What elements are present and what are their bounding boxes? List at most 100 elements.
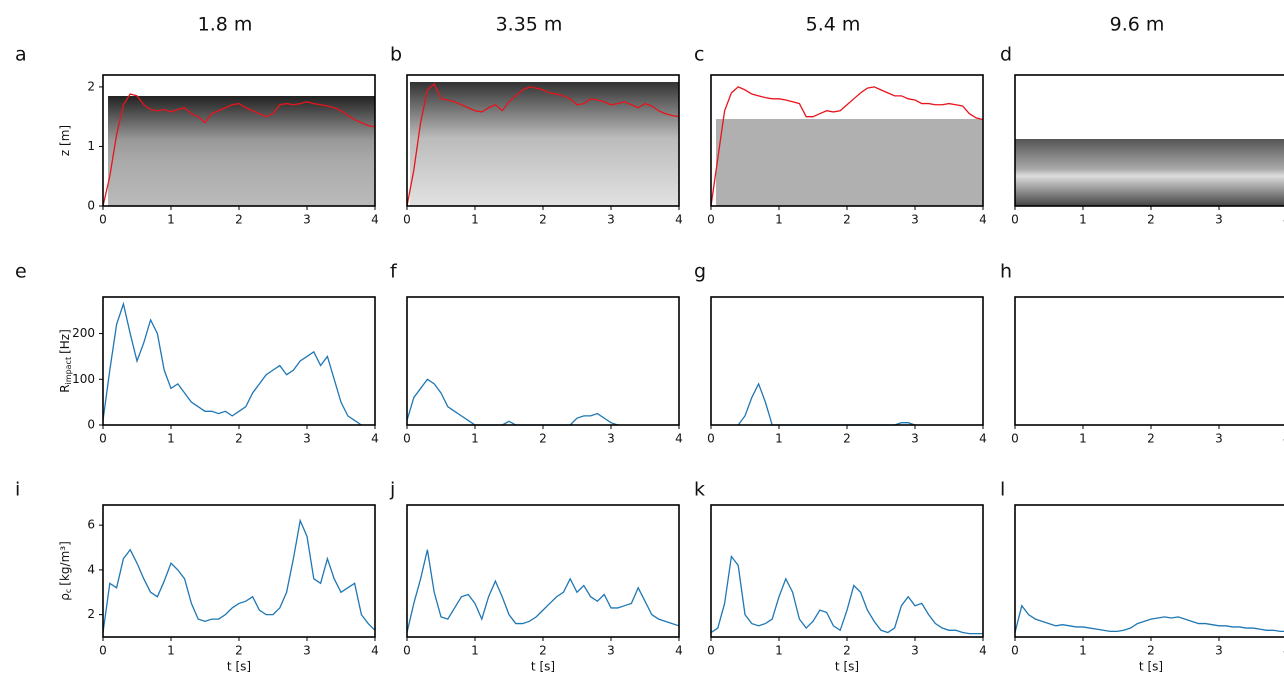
- y-axis-label: Rimpact [Hz]: [58, 329, 73, 393]
- x-tick-label: 4: [675, 432, 683, 446]
- x-tick-label: 0: [707, 644, 715, 658]
- panel-letter: b: [390, 44, 402, 66]
- x-tick-label: 0: [1011, 213, 1019, 227]
- x-tick-label: 2: [843, 432, 851, 446]
- data-line: [102, 301, 362, 426]
- y-label-unit: [kg/m³]: [58, 541, 72, 585]
- x-tick-label: 0: [1011, 644, 1019, 658]
- x-tick-label: 2: [235, 432, 243, 446]
- x-tick-label: 3: [911, 432, 919, 446]
- x-tick-label: 3: [911, 644, 919, 658]
- x-tick-label: 1: [471, 432, 479, 446]
- data-line: [406, 378, 619, 426]
- column-title: 3.35 m: [496, 14, 563, 36]
- axes-frame: [102, 296, 376, 426]
- x-tick-label: 2: [843, 213, 851, 227]
- x-tick-label: 1: [167, 644, 175, 658]
- axes-frame: [1014, 296, 1284, 426]
- x-tick-label: 0: [1011, 432, 1019, 446]
- x-tick-label: 4: [371, 432, 379, 446]
- panel-letter: f: [390, 261, 398, 283]
- x-tick-label: 0: [99, 213, 107, 227]
- x-axis-label: t [s]: [227, 660, 251, 674]
- x-tick-label: 2: [539, 213, 547, 227]
- y-label-unit: [Hz]: [58, 329, 72, 354]
- panel-letter: d: [1000, 44, 1012, 66]
- data-line: [102, 518, 376, 633]
- x-tick-label: 4: [979, 432, 987, 446]
- x-tick-label: 3: [607, 213, 615, 227]
- x-tick-label: 3: [1215, 644, 1223, 658]
- x-tick-label: 1: [471, 644, 479, 658]
- panel-letter: g: [694, 261, 706, 283]
- data-line: [710, 554, 983, 635]
- x-tick-label: 0: [707, 432, 715, 446]
- y-tick-label: 6: [87, 518, 95, 532]
- x-tick-label: 0: [403, 432, 411, 446]
- x-tick-label: 2: [539, 432, 547, 446]
- y-tick-label: 2: [87, 79, 95, 93]
- y-tick-label: 200: [72, 326, 95, 340]
- data-line: [1014, 604, 1284, 633]
- image-d: [1015, 139, 1284, 206]
- x-tick-label: 3: [1215, 432, 1223, 446]
- x-tick-label: 2: [235, 213, 243, 227]
- x-tick-label: 1: [471, 213, 479, 227]
- x-tick-label: 3: [1215, 213, 1223, 227]
- data-line: [710, 86, 984, 207]
- axes-frame: [102, 504, 376, 638]
- panel-letter: h: [1000, 261, 1012, 283]
- x-tick-label: 1: [167, 432, 175, 446]
- x-tick-label: 1: [1079, 432, 1087, 446]
- x-tick-label: 4: [371, 213, 379, 227]
- y-tick-label: 0: [87, 418, 95, 432]
- x-tick-label: 0: [707, 213, 715, 227]
- axes-frame: [1014, 504, 1284, 638]
- y-tick-label: 2: [87, 607, 95, 621]
- x-tick-label: 3: [911, 213, 919, 227]
- y-tick-label: 100: [72, 372, 95, 386]
- data-line: [102, 93, 376, 207]
- x-tick-label: 2: [843, 644, 851, 658]
- x-tick-label: 1: [775, 213, 783, 227]
- x-tick-label: 3: [607, 432, 615, 446]
- x-tick-label: 1: [775, 644, 783, 658]
- x-tick-label: 0: [99, 644, 107, 658]
- y-label-sub: impact: [64, 357, 73, 385]
- x-tick-label: 2: [539, 644, 547, 658]
- x-tick-label: 3: [303, 432, 311, 446]
- column-title: 5.4 m: [806, 14, 861, 36]
- panel-letter: i: [15, 479, 20, 501]
- y-label-main: R: [58, 384, 72, 392]
- panel-letter: l: [1000, 479, 1005, 501]
- panel-letter: j: [389, 479, 395, 501]
- x-tick-label: 1: [775, 432, 783, 446]
- y-axis-label: z [m]: [58, 125, 72, 156]
- column-title: 1.8 m: [198, 14, 253, 36]
- column-title: 9.6 m: [1110, 14, 1165, 36]
- x-tick-label: 4: [675, 644, 683, 658]
- axes-frame: [710, 504, 984, 638]
- x-tick-label: 0: [403, 213, 411, 227]
- x-tick-label: 2: [1147, 432, 1155, 446]
- y-label-main: ρ: [58, 593, 72, 601]
- x-tick-label: 3: [607, 644, 615, 658]
- x-tick-label: 0: [99, 432, 107, 446]
- x-axis-label: t [s]: [835, 660, 859, 674]
- x-tick-label: 4: [979, 213, 987, 227]
- image-a: [108, 96, 375, 206]
- panel-letter: e: [15, 261, 27, 283]
- panel-letter: k: [694, 479, 705, 501]
- x-tick-label: 1: [1079, 644, 1087, 658]
- x-axis-label: t [s]: [531, 660, 555, 674]
- image-b: [410, 82, 679, 206]
- data-line: [737, 382, 916, 426]
- axes-frame: [710, 296, 984, 426]
- x-tick-label: 2: [1147, 644, 1155, 658]
- x-tick-label: 4: [371, 644, 379, 658]
- y-label-sub: c: [64, 589, 73, 593]
- x-tick-label: 4: [979, 644, 987, 658]
- x-tick-label: 1: [167, 213, 175, 227]
- panel-letter: c: [694, 44, 704, 66]
